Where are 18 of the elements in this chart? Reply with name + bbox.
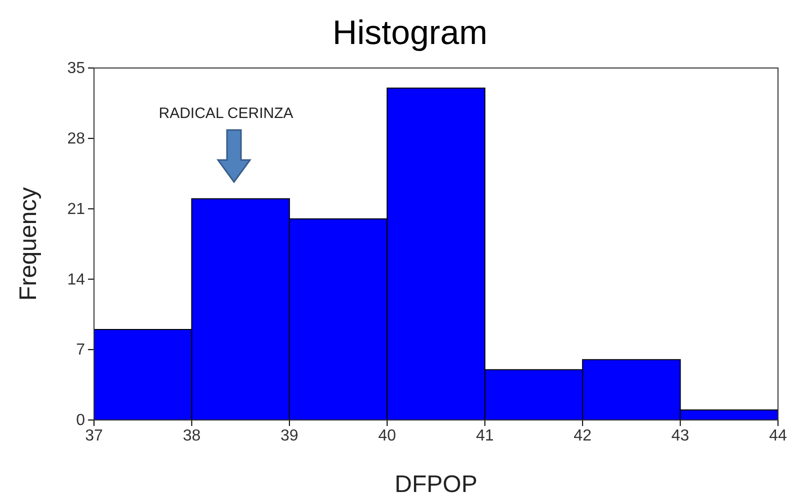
y-tick-label: 7 [76, 342, 86, 359]
x-axis-title: DFPOP [394, 471, 478, 498]
x-tick-label: 42 [574, 427, 592, 444]
y-axis-title: Frequency [15, 187, 42, 301]
y-tick-label: 14 [67, 271, 86, 288]
x-tick-label: 40 [378, 427, 396, 444]
x-tick-label: 41 [476, 427, 494, 444]
y-tick-label: 28 [67, 130, 86, 148]
y-tick-label: 35 [67, 60, 86, 78]
x-tick-label: 37 [85, 427, 103, 444]
x-tick-label: 38 [182, 427, 201, 444]
chart-title: Histogram [332, 14, 488, 52]
y-tick-label: 0 [76, 412, 86, 430]
annotation: RADICAL CERINZA [158, 105, 294, 122]
x-tick-label: 44 [769, 427, 787, 444]
x-tick-label: 39 [280, 427, 298, 444]
x-tick-label: 43 [671, 427, 690, 444]
y-tick-label: 21 [67, 200, 86, 218]
